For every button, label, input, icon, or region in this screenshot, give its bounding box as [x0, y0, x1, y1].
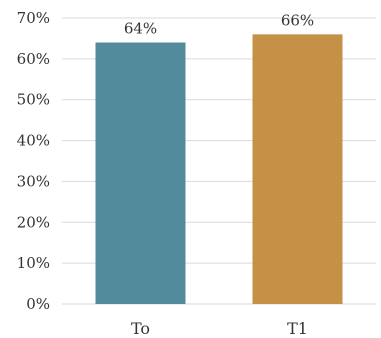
bars: [95, 34, 343, 305]
x-category-label: T1: [287, 319, 308, 338]
bar: [252, 34, 343, 304]
y-tick-label: 30%: [17, 172, 50, 190]
bar-value-label: 66%: [281, 11, 314, 29]
y-tick-label: 50%: [17, 91, 50, 109]
bar: [95, 42, 186, 305]
y-tick-label: 20%: [17, 213, 50, 231]
y-axis-tick-labels: 0% 10% 20% 30% 40% 50% 60% 70%: [17, 9, 50, 313]
x-category-label: To: [131, 319, 150, 338]
bar-value-label: 64%: [124, 20, 157, 38]
y-tick-label: 40%: [17, 132, 50, 150]
data-labels: 64% 66%: [124, 11, 314, 37]
y-tick-label: 70%: [17, 9, 50, 27]
y-tick-label: 10%: [17, 254, 50, 272]
y-tick-label: 60%: [17, 50, 50, 68]
x-axis-category-labels: To T1: [131, 319, 308, 338]
y-tick-label: 0%: [26, 295, 50, 313]
